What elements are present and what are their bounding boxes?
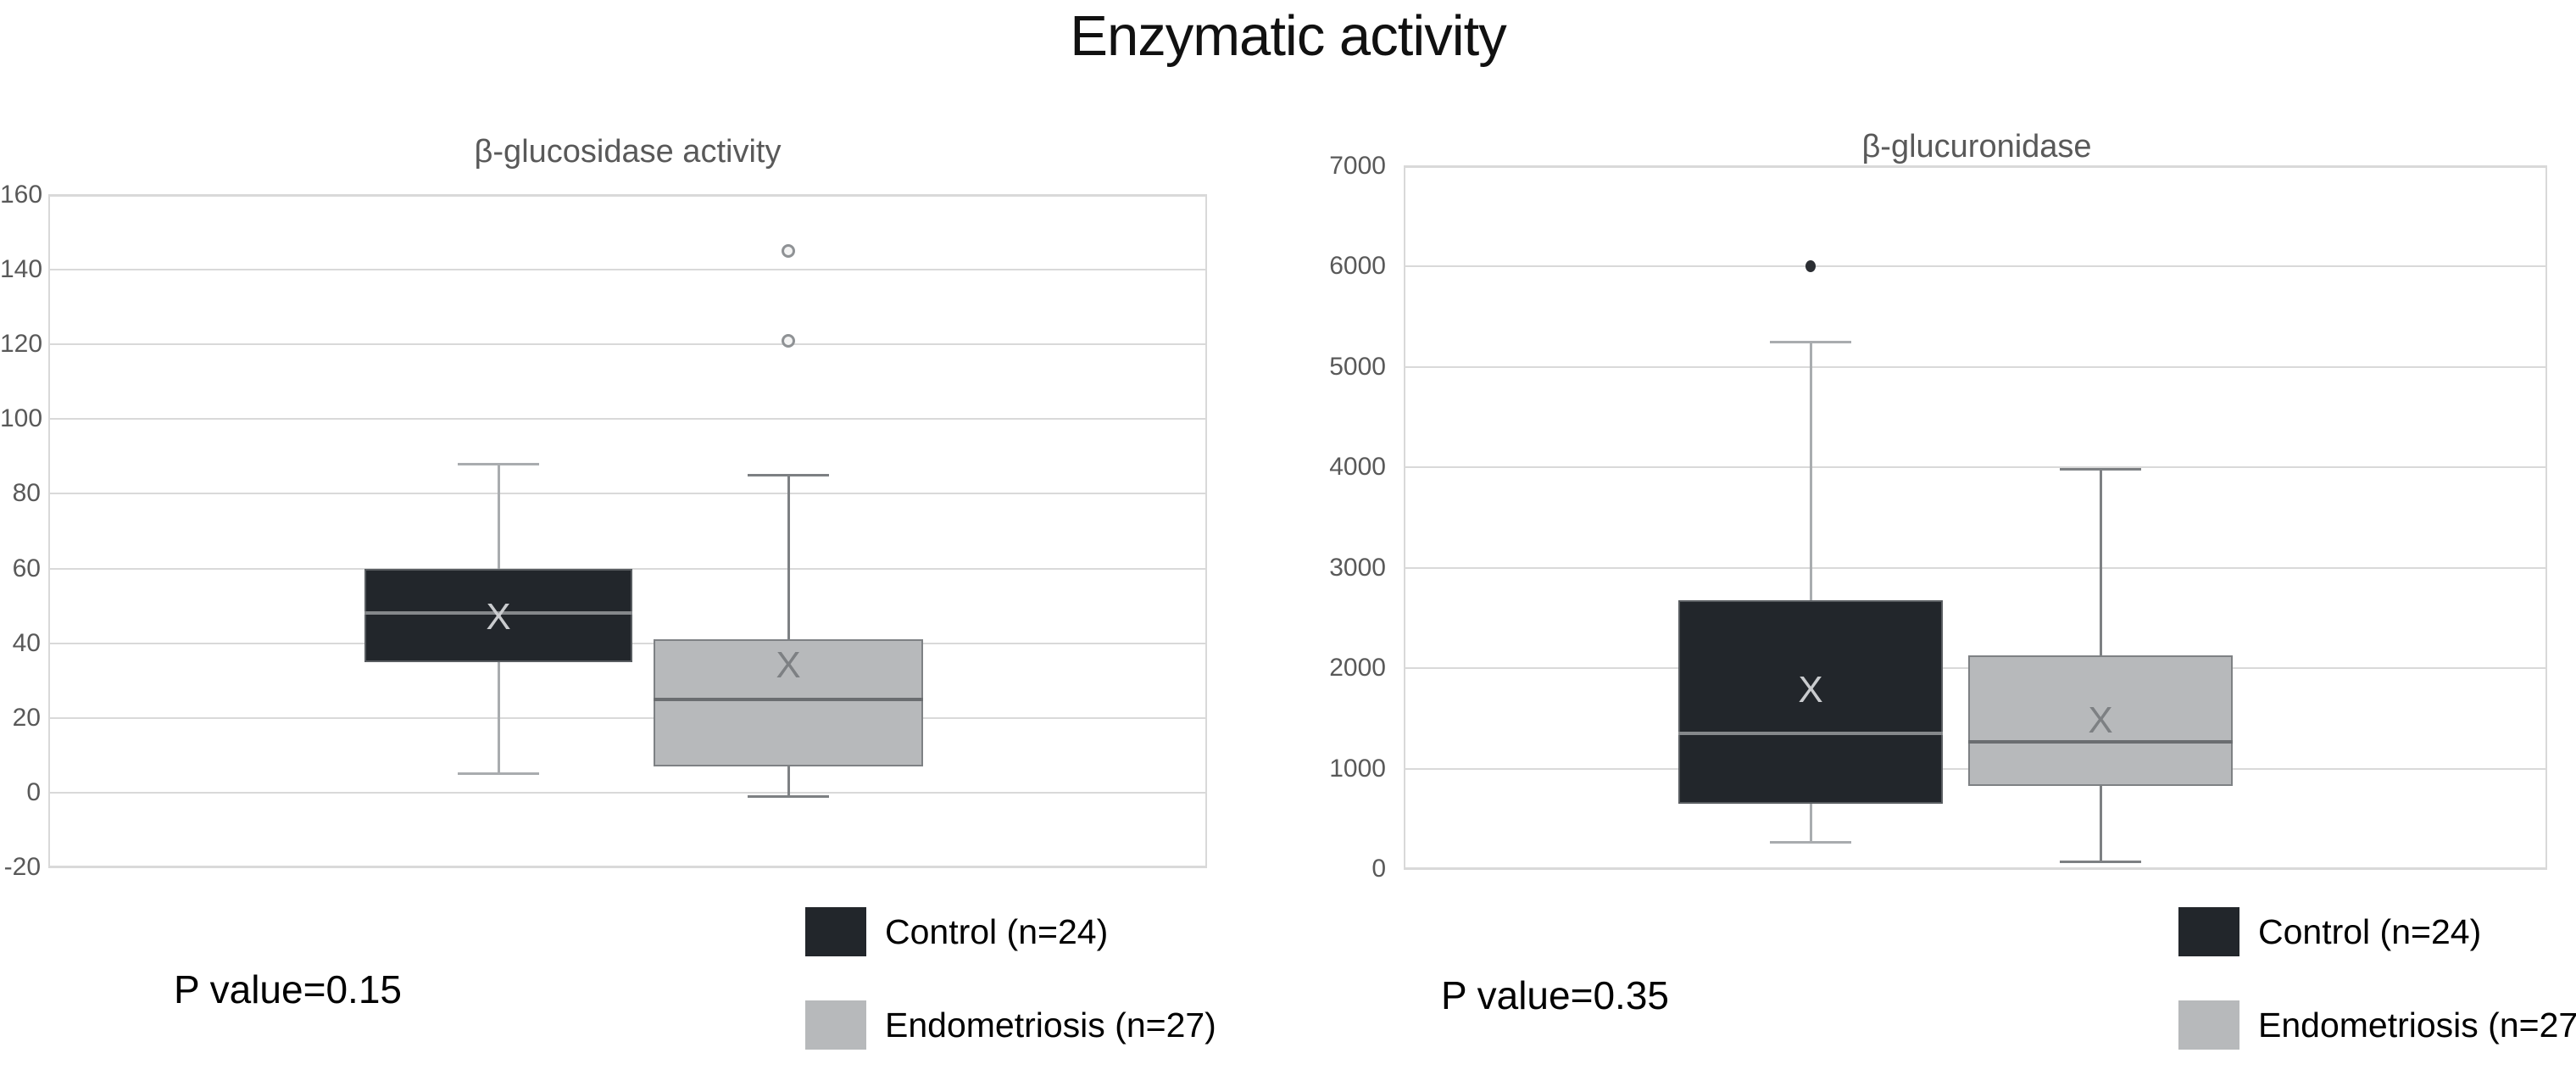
gridline [48,716,1207,719]
gridline [1404,265,2547,268]
y-tick-label: 0 [26,777,41,806]
p-value-left: P value=0.15 [174,967,402,1011]
p-value-right: P value=0.35 [1441,973,1669,1017]
legend-label-control: Control (n=24) [2258,911,2482,951]
y-tick-label: 120 [0,330,43,359]
median-line [1968,739,2233,744]
y-tick-label: 140 [0,255,43,284]
legend-right: Control (n=24) Endometriosis (n=27) [2178,905,2576,1051]
gridline [1404,165,2547,167]
gridline [48,493,1207,495]
whisker-lower [1809,804,1812,843]
box-control [364,568,632,662]
whisker-cap-min [2060,861,2141,864]
gridline [48,567,1207,570]
gridline [48,269,1207,271]
mean-marker: X [776,644,801,687]
legend-label-control: Control (n=24) [885,911,1109,951]
whisker-lower [497,661,500,774]
gridline [48,866,1207,868]
whisker-upper [1809,342,1812,600]
gridline [48,642,1207,644]
y-tick-label: 3000 [1329,553,1386,582]
y-tick-label: 2000 [1329,654,1386,682]
whisker-lower [2099,785,2102,862]
median-line [1678,732,1943,736]
gridline [1404,466,2547,469]
plot-area [1404,166,2547,869]
legend-swatch-control [2178,907,2239,956]
outlier-point [782,333,795,348]
y-tick-label: 4000 [1329,453,1386,482]
whisker-cap-max [2060,468,2141,471]
box-endometriosis [654,639,923,767]
y-tick-label: 7000 [1329,152,1386,180]
whisker-cap-min [458,772,539,776]
gridline [1404,566,2547,569]
figure-title: Enzymatic activity [1070,4,1506,68]
whisker-lower [787,766,790,797]
whisker-cap-max [748,473,829,476]
whisker-upper [2099,469,2102,655]
box-endometriosis [1968,655,2233,786]
median-line [654,697,923,701]
mean-marker: X [1798,669,1823,711]
outlier-point [782,244,795,259]
y-tick-label: -20 [3,853,41,881]
y-tick-label: 160 [0,181,43,209]
box-control [1678,599,1943,805]
mean-marker: X [486,595,511,638]
y-tick-label: 40 [12,628,41,657]
whisker-upper [497,464,500,569]
legend-swatch-control [805,907,866,956]
whisker-upper [787,475,790,640]
plot-area [48,195,1207,867]
legend-label-endometriosis: Endometriosis (n=27) [885,1005,1216,1045]
y-tick-label: 80 [12,479,41,508]
gridline [1404,767,2547,770]
y-tick-label: 60 [12,554,41,582]
gridline [1404,868,2547,870]
whisker-cap-min [1770,840,1851,844]
whisker-cap-max [458,462,539,465]
median-line [364,611,632,616]
chart1-title: β-glucosidase activity [474,134,782,170]
legend-row-endometriosis: Endometriosis (n=27) [805,999,1216,1051]
chart2-title: β-glucuronidase [1861,129,2092,164]
gridline [48,791,1207,794]
y-tick-label: 100 [0,404,43,433]
gridline [48,194,1207,196]
legend-row-control: Control (n=24) [2178,905,2576,958]
whisker-cap-min [748,794,829,798]
gridline [1404,365,2547,368]
legend-swatch-endometriosis [805,1000,866,1050]
y-tick-label: 6000 [1329,252,1386,281]
outlier-point [1805,260,1816,273]
legend-row-endometriosis: Endometriosis (n=27) [2178,999,2576,1051]
gridline [48,418,1207,421]
whisker-cap-max [1770,340,1851,343]
y-tick-label: 5000 [1329,352,1386,381]
legend-label-endometriosis: Endometriosis (n=27) [2258,1005,2576,1045]
gridline [1404,667,2547,670]
y-tick-label: 0 [1371,855,1386,883]
y-tick-label: 20 [12,703,41,732]
y-tick-label: 1000 [1329,754,1386,783]
legend-left: Control (n=24) Endometriosis (n=27) [805,905,1216,1051]
legend-swatch-endometriosis [2178,1000,2239,1050]
mean-marker: X [2088,699,2113,741]
legend-row-control: Control (n=24) [805,905,1216,958]
gridline [48,343,1207,346]
